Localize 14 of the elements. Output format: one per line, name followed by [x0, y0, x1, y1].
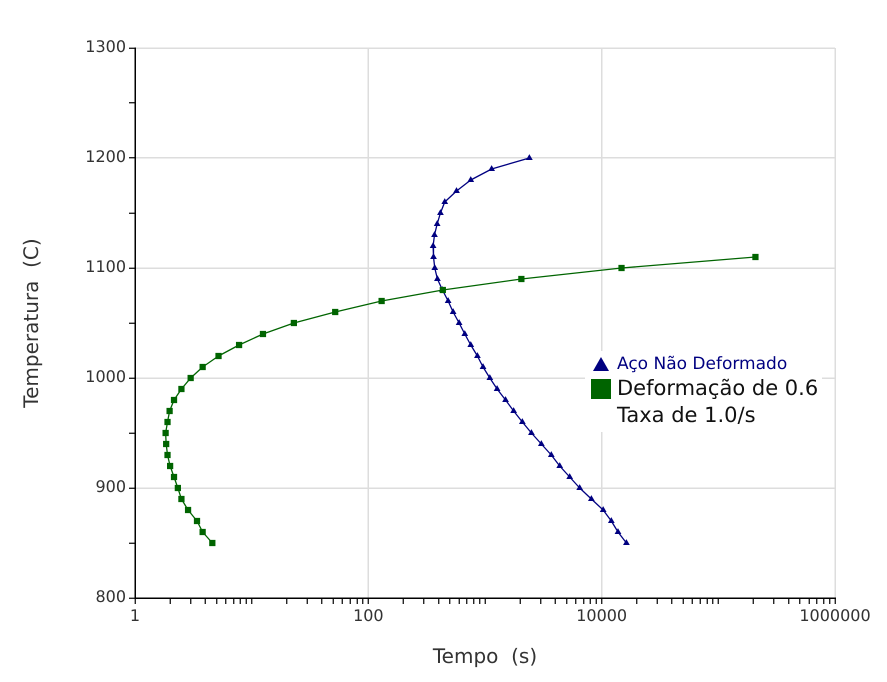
- x-tick-label: 10000: [576, 606, 628, 625]
- x-tick-label: 100: [353, 606, 384, 625]
- y-tick-label: 1000: [85, 367, 126, 386]
- y-tick-label: 1200: [85, 147, 126, 166]
- y-tick-label: 1300: [85, 37, 126, 56]
- x-tick-label: 1: [130, 606, 140, 625]
- y-axis-title: Temperatura (C): [19, 238, 44, 409]
- x-tick-label: 1000000: [799, 606, 871, 625]
- legend-label: Deformação de 0.6 Taxa de 1.0/s: [617, 375, 818, 430]
- x-axis-title: Tempo (s): [432, 644, 538, 668]
- y-tick-label: 800: [95, 587, 126, 606]
- y-tick-label: 900: [95, 477, 126, 496]
- y-tick-label: 1100: [85, 257, 126, 276]
- legend-label: Aço Não Deformado: [617, 353, 788, 376]
